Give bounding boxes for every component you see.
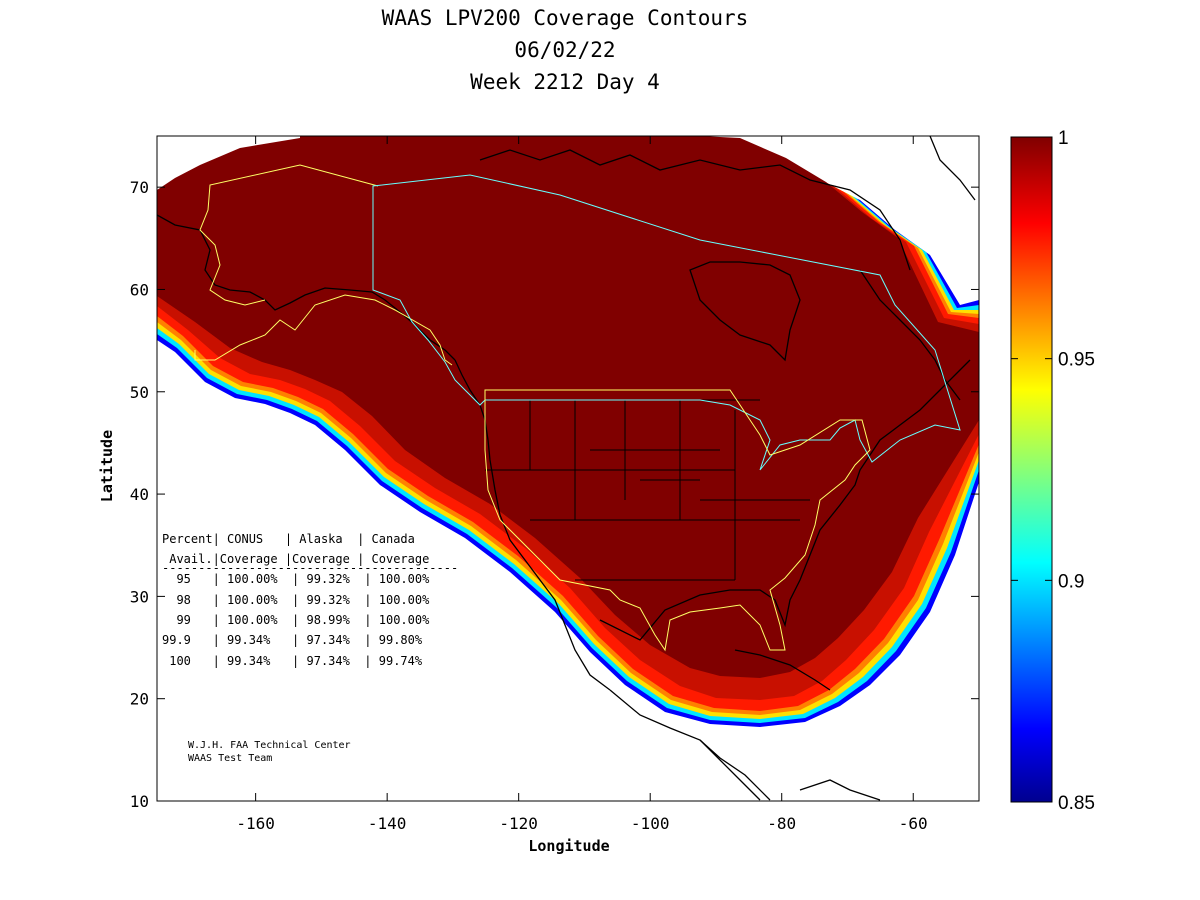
coverage-stats-table: Percent| CONUS | Alaska | Canada Avail.|… [162,532,458,668]
coastline-alaska [157,214,456,361]
greenland-edge [929,136,976,201]
coastline-central-america [699,739,881,801]
x-tick-label: -100 [631,814,670,833]
title-line-1: WAAS LPV200 Coverage Contours [381,6,749,30]
no-coverage-corner-nw [157,136,300,190]
coastline-us-west [484,419,611,691]
table-header-2: Avail.|Coverage |Coverage | Coverage [162,552,429,566]
y-tick-label: 10 [130,792,149,811]
colorbar-tick-label: 0.9 [1058,571,1084,592]
y-axis-label: Latitude [98,430,116,502]
title-line-3: Week 2212 Day 4 [470,70,660,94]
alaska-boundary [194,164,453,366]
contour-band-full-coverage [157,136,979,678]
coverage-contours [157,136,979,727]
colorbar-ticks: 1 0.95 0.9 0.85 [1011,128,1095,814]
x-tick-label: -120 [499,814,538,833]
table-row: 100 | 99.34% | 97.34% | 99.74% [162,654,423,668]
x-axis-label: Longitude [528,837,609,855]
y-tick-label: 70 [130,178,149,197]
us-state-lines [485,399,810,581]
x-axis: -160 -140 -120 -100 -80 -60 [236,136,928,833]
coastlines [157,136,976,801]
coastline-labrador [859,269,961,401]
colorbar-tick-label: 0.85 [1058,793,1095,814]
y-tick-label: 60 [130,280,149,299]
y-tick-label: 50 [130,383,149,402]
colorbar-tick-label: 0.95 [1058,350,1095,371]
credit-line-1: W.J.H. FAA Technical Center [188,740,351,751]
y-axis: 10 20 30 40 50 60 70 [130,178,979,811]
table-row: 98 | 100.00% | 99.32% | 100.00% [162,593,430,607]
y-tick-label: 30 [130,587,149,606]
table-row: 95 | 100.00% | 99.32% | 100.00% [162,572,430,586]
coastline-canada-west [454,359,486,421]
table-separator: ----------------------------------------… [162,561,458,575]
credit-line-2: WAAS Test Team [188,753,272,764]
region-boundaries [194,164,961,652]
canada-boundary [372,174,961,471]
table-header-1: Percent| CONUS | Alaska | Canada [162,532,415,546]
coastline-arctic [479,149,911,271]
x-tick-label: -80 [767,814,796,833]
coastline-cuba [734,649,831,691]
coastline-gulf [599,359,971,641]
colorbar [1010,136,1053,803]
plot-frame [156,135,980,802]
no-coverage-corner-ne [760,136,979,300]
colorbar-tick-label: 1 [1058,128,1069,149]
table-row: 99 | 100.00% | 98.99% | 100.00% [162,613,430,627]
title-line-2: 06/02/22 [514,38,616,62]
y-tick-label: 20 [130,690,149,709]
conus-boundary [484,389,871,652]
x-tick-label: -60 [899,814,928,833]
coastline-hudson [689,261,801,362]
y-tick-label: 40 [130,485,149,504]
x-tick-label: -140 [368,814,407,833]
x-tick-label: -160 [236,814,275,833]
table-row: 99.9 | 99.34% | 97.34% | 99.80% [162,633,423,647]
